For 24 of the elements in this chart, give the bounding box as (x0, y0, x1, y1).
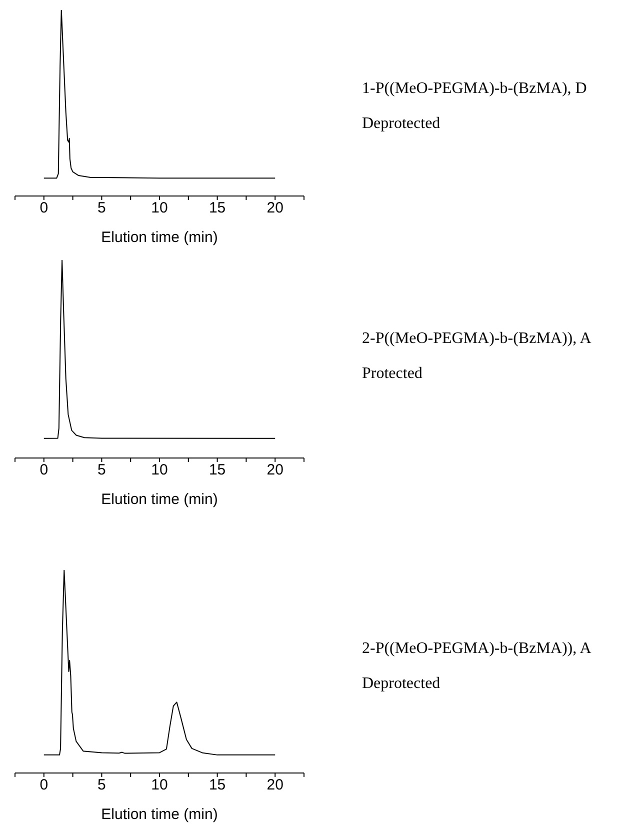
x-tick-label: 20 (266, 200, 284, 217)
x-tick-label: 5 (98, 462, 106, 479)
text: Deprotected (362, 675, 442, 693)
x-axis-title: Elution time (min) (101, 491, 218, 508)
x-tick-label: 15 (208, 462, 226, 479)
x-axis-title: Elution time (min) (101, 806, 218, 823)
x-tick-label: 10 (151, 776, 168, 794)
x-tick-label: 20 (266, 462, 284, 479)
text: 1-P((MeO-PEGMA)-b-(BzMA), D (362, 80, 587, 98)
x-tick-label: 20 (266, 776, 284, 794)
x-tick-label: 10 (151, 200, 168, 217)
x-tick-label: 0 (40, 776, 48, 794)
text: Deprotected (362, 115, 442, 133)
x-tick-label: 15 (208, 776, 226, 794)
text: Protected (362, 365, 424, 383)
x-tick-label: 10 (151, 462, 168, 479)
text: 2-P((MeO-PEGMA)-b-(BzMA)), A (362, 330, 592, 348)
x-tick-label: 5 (98, 200, 106, 217)
x-axis-title: Elution time (min) (101, 229, 218, 246)
text: 2-P((MeO-PEGMA)-b-(BzMA)), A (362, 640, 592, 658)
x-tick-label: 0 (40, 200, 48, 217)
x-tick-label: 5 (98, 776, 106, 794)
x-tick-label: 15 (208, 200, 226, 217)
x-tick-label: 0 (40, 462, 48, 479)
